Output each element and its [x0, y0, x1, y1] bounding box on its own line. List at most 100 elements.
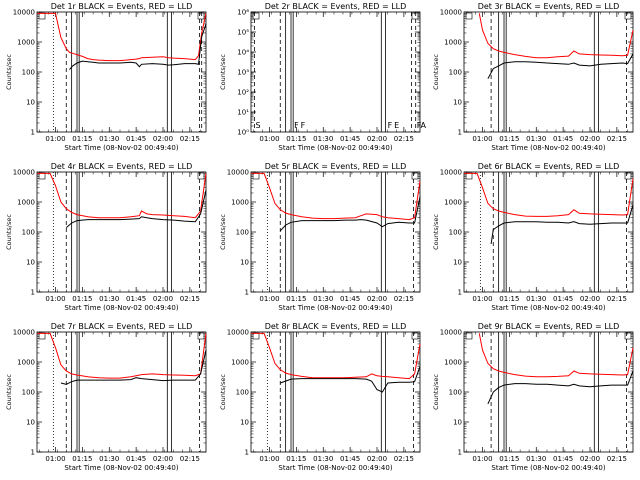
- plot-frame: [463, 11, 634, 133]
- x-tick-label: 01:00: [472, 455, 492, 463]
- plot-frame: [36, 331, 207, 453]
- panel-6: Det 6r BLACK = Events, RED = LLD 1 10 100 10…: [432, 162, 634, 312]
- x-tick-label: 01:15: [72, 135, 92, 143]
- x-tick-label: 01:30: [99, 455, 119, 463]
- y-tick-label: 10⁰: [237, 129, 249, 137]
- corner-box-marker: [411, 12, 419, 20]
- panel-8: Det 8r BLACK = Events, RED = LLD 1 10 100 10…: [219, 322, 421, 472]
- y-axis-label: Counts/sec: [432, 54, 440, 90]
- x-axis-label: Start Time (08-Nov-02 00:49:40): [491, 144, 605, 152]
- flag-marker: S: [255, 121, 260, 130]
- x-tick-label: 01:15: [499, 455, 519, 463]
- events-series-line: [487, 53, 634, 79]
- y-axis-label: Counts/sec: [5, 374, 13, 410]
- x-axis-label: Start Time (08-Nov-02 00:49:40): [64, 144, 178, 152]
- x-axis-label: Start Time (08-Nov-02 00:49:40): [278, 304, 392, 312]
- events-series-line: [487, 370, 634, 405]
- y-tick-label: 10000: [13, 169, 35, 177]
- y-tick-label: 10: [26, 419, 35, 427]
- events-series-line: [279, 196, 421, 232]
- x-tick-label: 01:30: [99, 135, 119, 143]
- x-tick-label: 02:00: [580, 295, 600, 303]
- x-tick-label: 01:00: [472, 295, 492, 303]
- plot-frame: [250, 11, 421, 133]
- corner-box-marker: [197, 12, 205, 20]
- flag-marker: F: [301, 121, 306, 130]
- events-series-line: [60, 349, 207, 385]
- x-tick-label: 01:15: [72, 295, 92, 303]
- y-axis-label: Counts/sec: [432, 374, 440, 410]
- x-tick-label: 02:15: [394, 455, 414, 463]
- x-tick-label: 01:45: [340, 295, 360, 303]
- x-tick-label: 01:45: [340, 455, 360, 463]
- x-tick-label: 01:15: [499, 295, 519, 303]
- x-tick-label: 01:30: [313, 135, 333, 143]
- y-tick-label: 1000: [17, 39, 35, 47]
- x-tick-label: 02:15: [180, 295, 200, 303]
- y-tick-label: 100: [236, 389, 249, 397]
- panel-title: Det 7r BLACK = Events, RED = LLD: [51, 322, 193, 331]
- panel-title: Det 8r BLACK = Events, RED = LLD: [265, 322, 407, 331]
- y-tick-label: 1: [31, 289, 35, 297]
- x-tick-label: 01:30: [526, 135, 546, 143]
- plot-frame: [36, 11, 207, 133]
- x-tick-label: 01:15: [72, 455, 92, 463]
- flag-marker: F: [294, 121, 299, 130]
- y-tick-label: 10000: [440, 9, 462, 17]
- plot-frame: [463, 331, 634, 453]
- y-tick-label: 10000: [227, 169, 249, 177]
- x-tick-label: 01:30: [526, 295, 546, 303]
- x-tick-label: 01:45: [126, 455, 146, 463]
- y-tick-label: 10¹: [237, 109, 249, 117]
- x-tick-label: 02:15: [607, 135, 627, 143]
- x-tick-label: 01:45: [126, 135, 146, 143]
- y-tick-label: 1000: [444, 39, 462, 47]
- corner-box-marker: [624, 172, 632, 180]
- x-tick-label: 02:15: [394, 295, 414, 303]
- panel-9: Det 9r BLACK = Events, RED = LLD 1 10 100 10…: [432, 322, 634, 472]
- plot-frame: [250, 171, 421, 293]
- x-tick-label: 02:00: [367, 135, 387, 143]
- panel-title: Det 3r BLACK = Events, RED = LLD: [478, 2, 620, 11]
- x-tick-label: 02:00: [367, 455, 387, 463]
- corner-box-marker: [624, 12, 632, 20]
- y-tick-label: 10000: [227, 329, 249, 337]
- corner-box-marker: [252, 12, 260, 20]
- y-tick-label: 10: [240, 419, 249, 427]
- y-tick-label: 10: [453, 259, 462, 267]
- flag-marker: E: [394, 121, 399, 130]
- x-tick-label: 01:00: [45, 295, 65, 303]
- flag-marker: FA: [417, 121, 427, 130]
- y-tick-label: 10⁴: [237, 49, 249, 57]
- events-series-line: [280, 366, 421, 393]
- y-axis-label: Counts/sec: [219, 54, 227, 90]
- x-tick-label: 01:30: [99, 295, 119, 303]
- x-tick-label: 02:00: [580, 455, 600, 463]
- y-tick-label: 10: [26, 259, 35, 267]
- y-tick-label: 1: [245, 289, 249, 297]
- x-tick-label: 01:45: [340, 135, 360, 143]
- x-axis-label: Start Time (08-Nov-02 00:49:40): [278, 144, 392, 152]
- panel-title: Det 6r BLACK = Events, RED = LLD: [478, 162, 620, 171]
- x-tick-label: 02:15: [607, 455, 627, 463]
- x-tick-label: 02:00: [153, 455, 173, 463]
- y-tick-label: 10²: [237, 89, 249, 97]
- panel-title: Det 4r BLACK = Events, RED = LLD: [51, 162, 193, 171]
- y-axis-label: Counts/sec: [5, 214, 13, 250]
- lld-series-line: [37, 332, 207, 379]
- y-tick-label: 1: [458, 289, 462, 297]
- panel-5: Det 5r BLACK = Events, RED = LLD 1 10 100 10…: [219, 162, 421, 312]
- x-tick-label: 01:00: [45, 455, 65, 463]
- corner-box-marker: [197, 332, 205, 340]
- x-tick-label: 02:15: [180, 455, 200, 463]
- y-tick-label: 100: [22, 389, 35, 397]
- y-tick-label: 100: [449, 229, 462, 237]
- x-tick-label: 01:15: [286, 455, 306, 463]
- lld-series-line: [251, 332, 421, 380]
- lld-series-line: [464, 172, 634, 217]
- y-tick-label: 1: [458, 449, 462, 457]
- x-tick-label: 01:45: [553, 135, 573, 143]
- x-tick-label: 02:15: [607, 295, 627, 303]
- x-tick-label: 02:00: [367, 295, 387, 303]
